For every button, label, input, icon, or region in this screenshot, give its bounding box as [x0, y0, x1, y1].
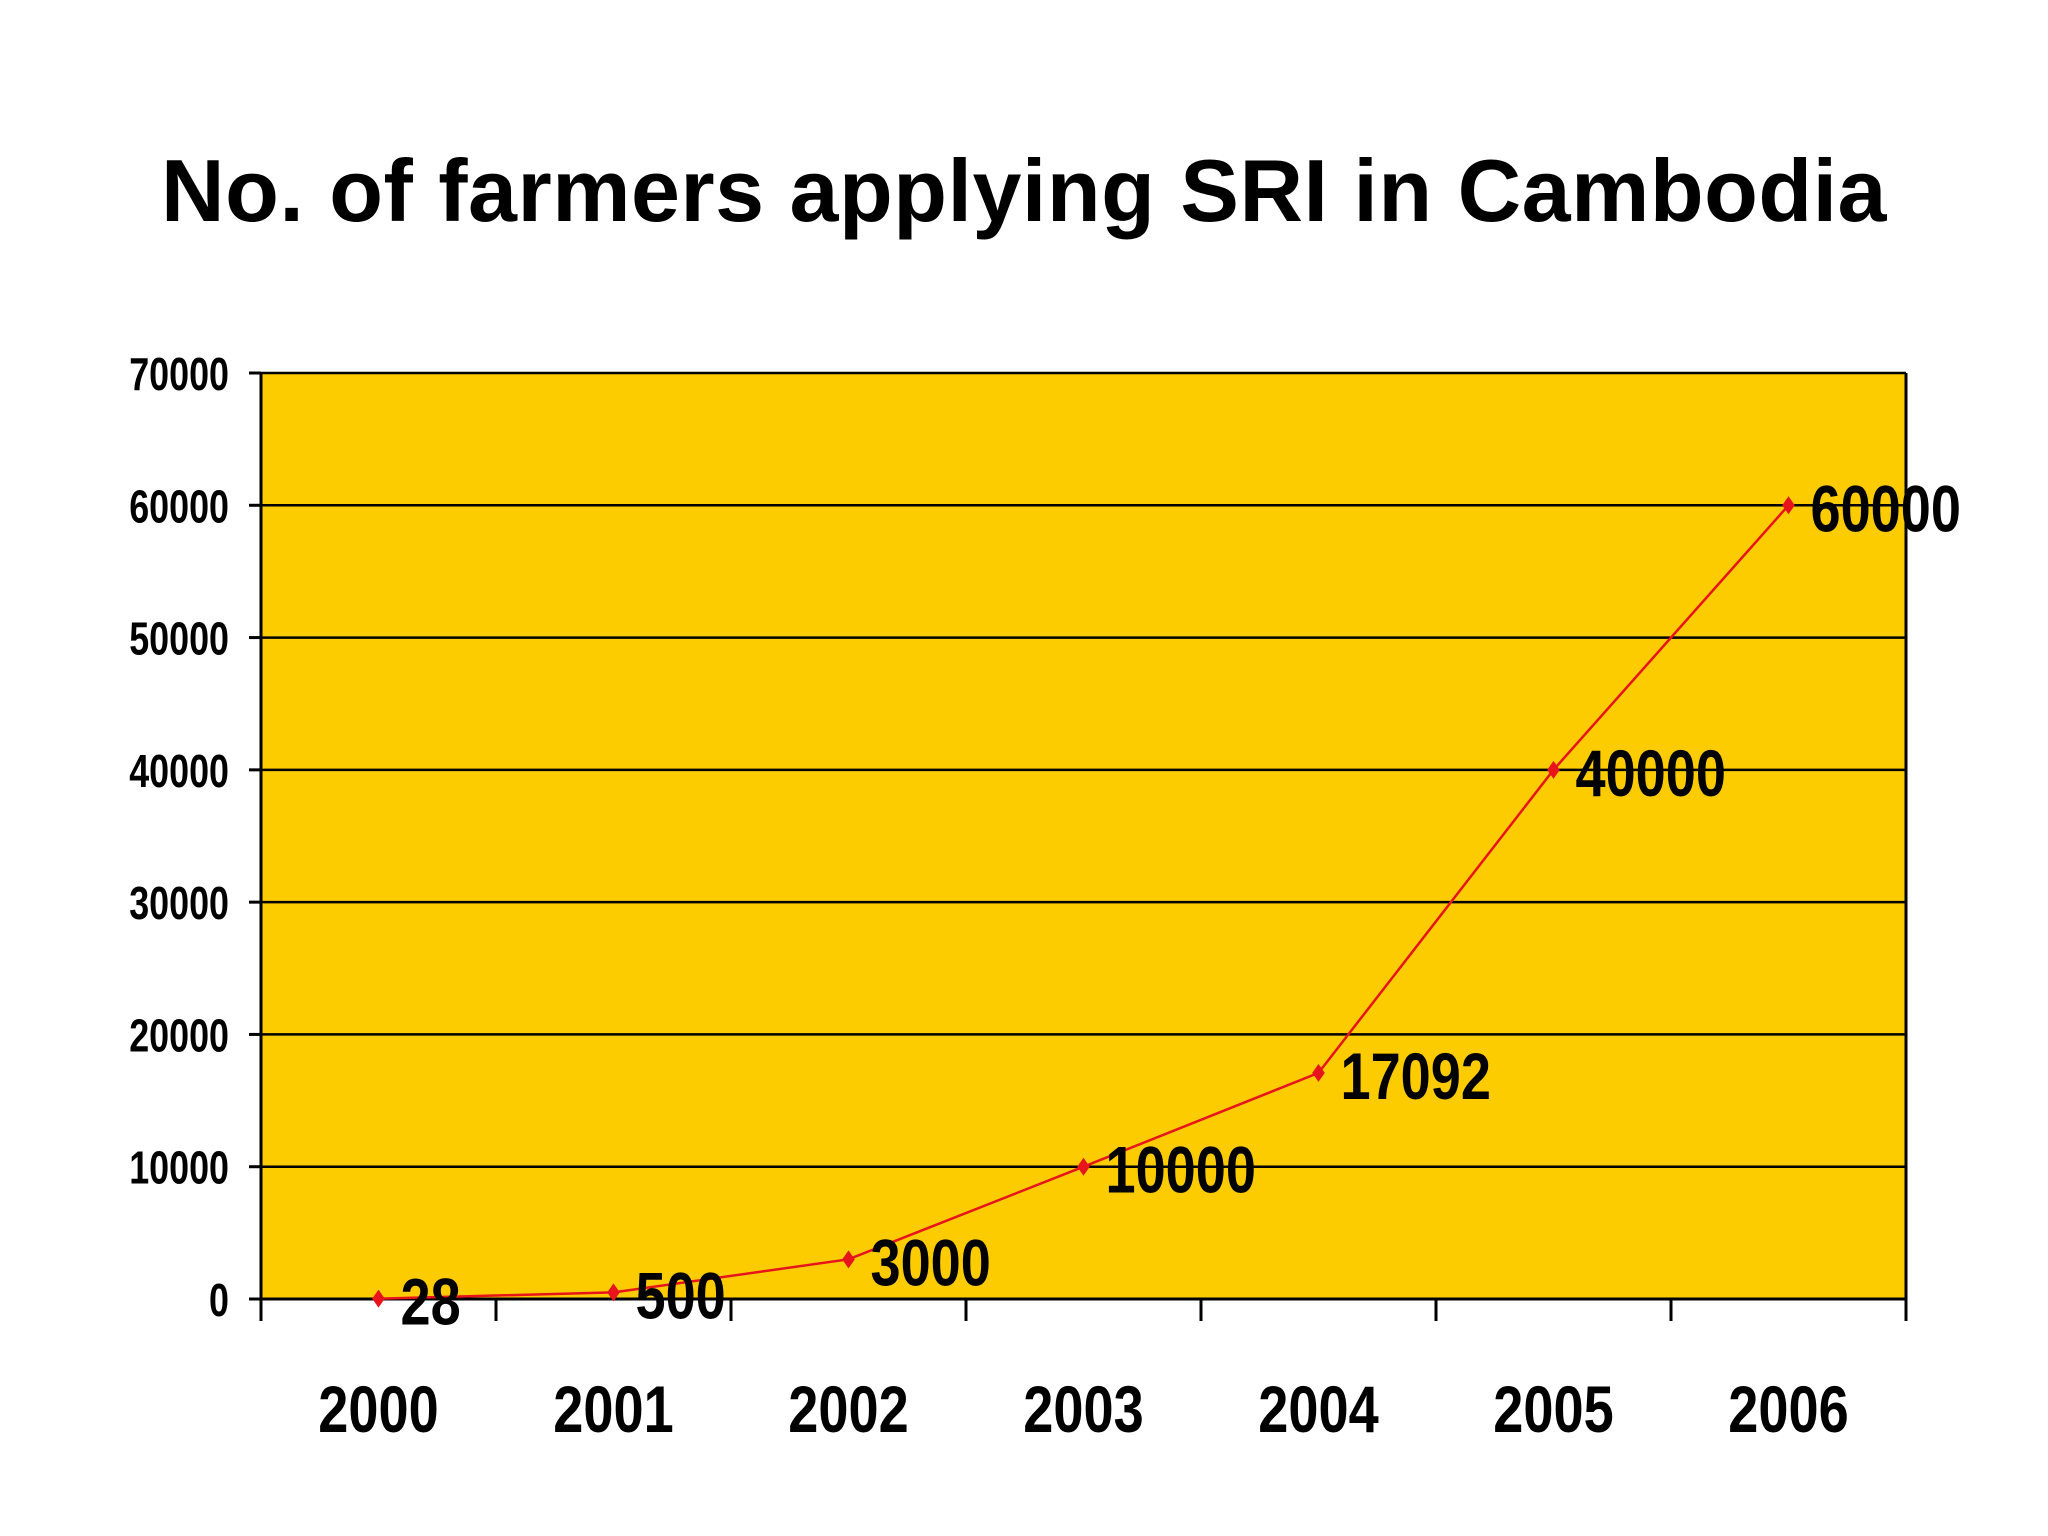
x-tick-label: 2005 — [1493, 1372, 1613, 1446]
data-label-2004: 17092 — [1341, 1039, 1491, 1113]
data-labels: 28 500 3000 10000 17092 40000 60000 — [401, 471, 1961, 1339]
y-tick-label: 60000 — [129, 481, 229, 532]
x-tick-label: 2003 — [1023, 1372, 1143, 1446]
x-axis-tick-labels: 2000 2001 2002 2003 2004 2005 2006 — [318, 1372, 1848, 1446]
data-point-2001 — [607, 1283, 620, 1302]
data-point-2000 — [372, 1289, 385, 1308]
x-tick-label: 2001 — [553, 1372, 673, 1446]
chart-title: No. of farmers applying SRI in Cambodia — [161, 141, 1887, 240]
series-group — [372, 496, 1795, 1308]
y-axis-tick-labels: 0 10000 20000 30000 40000 50000 60000 70000 — [129, 349, 229, 1326]
plot-area — [261, 373, 1906, 1299]
x-tick-label: 2006 — [1728, 1372, 1848, 1446]
x-tick-label: 2004 — [1258, 1372, 1379, 1446]
data-label-2000: 28 — [401, 1264, 461, 1338]
y-tick-label: 30000 — [129, 878, 229, 929]
data-label-2003: 10000 — [1106, 1133, 1256, 1207]
data-point-2004 — [1312, 1063, 1325, 1082]
x-tick-label: 2000 — [318, 1372, 438, 1446]
data-point-2002 — [842, 1250, 855, 1269]
gridlines — [261, 371, 1906, 1168]
data-point-2003 — [1077, 1157, 1090, 1176]
y-tick-label: 0 — [209, 1275, 229, 1326]
x-tick-label: 2002 — [788, 1372, 908, 1446]
data-label-2001: 500 — [636, 1258, 726, 1332]
y-tick-label: 10000 — [129, 1142, 229, 1193]
y-tick-label: 50000 — [129, 613, 229, 664]
y-tick-label: 40000 — [129, 746, 229, 797]
data-point-2005 — [1547, 760, 1560, 779]
y-tick-label: 70000 — [129, 349, 229, 400]
data-label-2006: 60000 — [1811, 471, 1961, 545]
data-point-2006 — [1782, 496, 1795, 515]
axes — [249, 371, 1908, 1321]
data-label-2005: 40000 — [1576, 736, 1726, 810]
y-tick-label: 20000 — [129, 1010, 229, 1061]
data-label-2002: 3000 — [871, 1225, 991, 1299]
